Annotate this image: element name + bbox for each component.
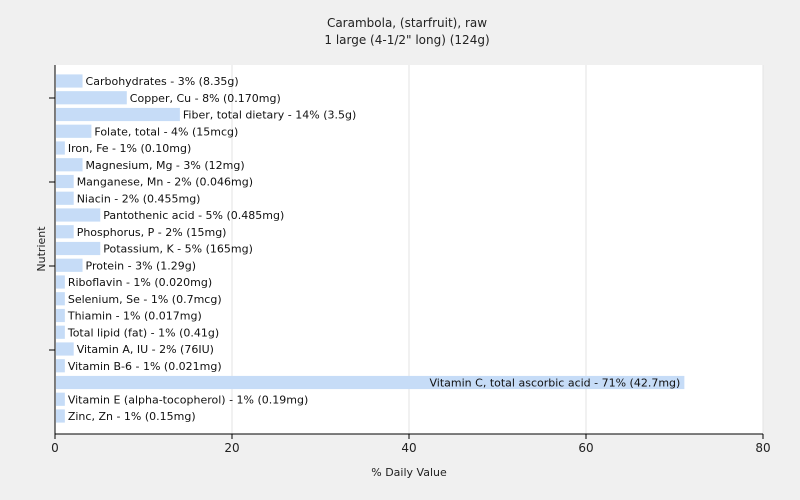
- bar-label: Copper, Cu - 8% (0.170mg): [130, 92, 281, 105]
- chart-subtitle: 1 large (4-1/2" long) (124g): [324, 33, 489, 47]
- bar-label: Vitamin B-6 - 1% (0.021mg): [68, 360, 222, 373]
- bar-label: Manganese, Mn - 2% (0.046mg): [77, 176, 253, 189]
- bar: [56, 375, 685, 390]
- x-tick-label: 60: [578, 441, 593, 455]
- bar-label: Vitamin C, total ascorbic acid - 71% (42…: [430, 377, 681, 390]
- bar: [56, 124, 92, 138]
- bar: [56, 342, 74, 356]
- bar-label: Magnesium, Mg - 3% (12mg): [86, 159, 245, 172]
- y-axis-label: Nutrient: [35, 226, 48, 272]
- bar-label: Carbohydrates - 3% (8.35g): [86, 75, 239, 88]
- bar: [56, 308, 65, 323]
- bar-label: Folate, total - 4% (15mcg): [94, 125, 238, 138]
- bar-label: Thiamin - 1% (0.017mg): [67, 310, 202, 323]
- bar: [56, 208, 101, 222]
- bar: [56, 174, 74, 189]
- bar: [56, 107, 180, 122]
- bar-label: Fiber, total dietary - 14% (3.5g): [183, 109, 356, 122]
- bar-label: Vitamin A, IU - 2% (76IU): [77, 343, 214, 356]
- x-tick-label: 40: [401, 441, 416, 455]
- grid-lines: [231, 65, 764, 434]
- bar-label: Phosphorus, P - 2% (15mg): [77, 226, 227, 239]
- bar-label: Selenium, Se - 1% (0.7mcg): [68, 293, 222, 306]
- bar-label: Zinc, Zn - 1% (0.15mg): [68, 410, 196, 423]
- bar: [56, 158, 83, 172]
- bar: [56, 359, 65, 373]
- bar-label: Niacin - 2% (0.455mg): [77, 192, 201, 205]
- bar: [56, 241, 101, 256]
- x-tick-label: 80: [755, 441, 770, 455]
- bar-label: Protein - 3% (1.29g): [86, 259, 197, 272]
- bar: [56, 292, 65, 306]
- bar: [56, 392, 65, 406]
- bar: [56, 141, 65, 155]
- bar: [56, 275, 65, 289]
- bar: [56, 74, 83, 88]
- bar: [56, 91, 127, 105]
- bar: [56, 225, 74, 239]
- bar-label: Iron, Fe - 1% (0.10mg): [68, 142, 191, 155]
- bar: [56, 258, 83, 272]
- bar-label: Pantothenic acid - 5% (0.485mg): [103, 209, 284, 222]
- bar: [56, 191, 74, 205]
- bar-label: Vitamin E (alpha-tocopherol) - 1% (0.19m…: [68, 393, 308, 406]
- bar-label: Potassium, K - 5% (165mg): [103, 243, 253, 256]
- x-tick-labels: 0 20 40 60 80: [51, 441, 770, 455]
- x-axis-label: % Daily Value: [371, 466, 447, 479]
- axes: [49, 65, 764, 439]
- x-tick-label: 0: [51, 441, 59, 455]
- bars: Carbohydrates - 3% (8.35g) Copper, Cu - 8…: [56, 74, 685, 423]
- chart-title: Carambola, (starfruit), raw: [327, 16, 487, 30]
- x-tick-label: 20: [224, 441, 239, 455]
- bar-label: Total lipid (fat) - 1% (0.41g): [67, 326, 219, 339]
- bar-label: Riboflavin - 1% (0.020mg): [68, 276, 212, 289]
- bar: [56, 409, 65, 423]
- bar: [56, 325, 65, 339]
